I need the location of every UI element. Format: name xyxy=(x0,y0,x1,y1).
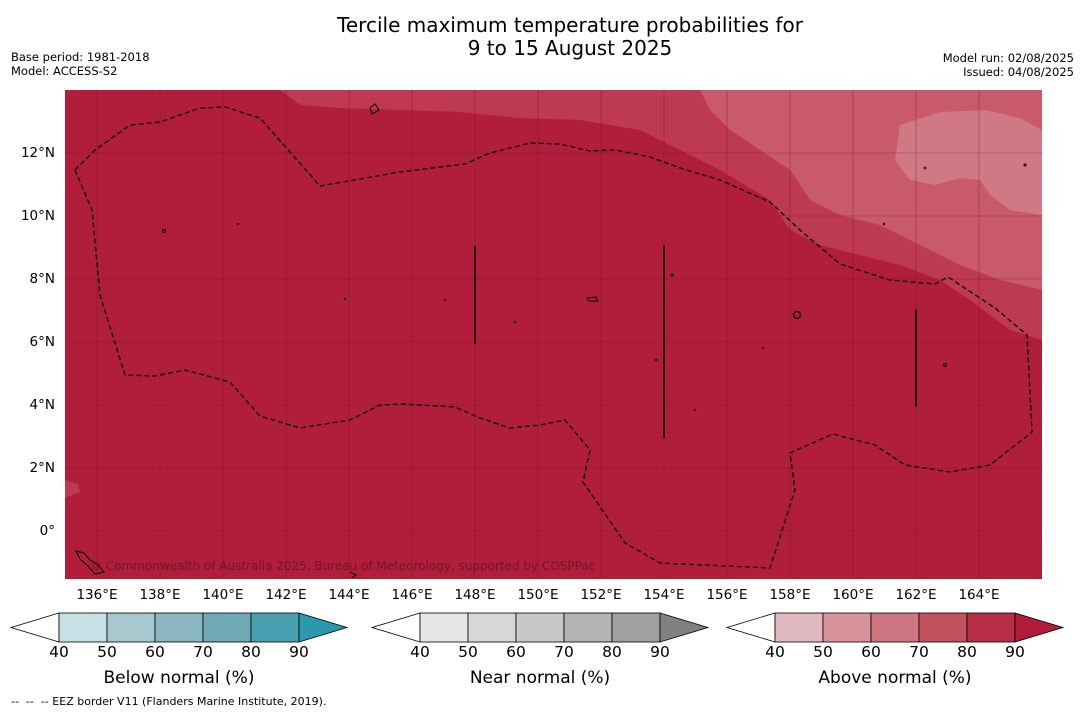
colorbar-tick-label: 50 xyxy=(458,643,478,661)
y-tick-label: 6°N xyxy=(29,334,55,350)
colorbar-above-segment xyxy=(822,612,872,643)
x-tick-label: 136°E xyxy=(76,587,118,603)
colorbar-below-segment xyxy=(106,612,156,643)
x-tick-label: 164°E xyxy=(958,587,1000,603)
colorbar-tick-label: 60 xyxy=(145,643,165,661)
colorbar-near-normal xyxy=(370,612,710,643)
model-run-label: Model run: 02/08/2025 xyxy=(942,51,1074,65)
zone-60-percent xyxy=(895,110,1042,215)
colorbar-title-below-normal: Below normal (%) xyxy=(103,668,255,688)
colorbar-tick-label: 40 xyxy=(49,643,69,661)
x-tick-label: 160°E xyxy=(832,587,874,603)
colorbar-near-segment xyxy=(611,612,661,643)
colorbar-above-segment xyxy=(870,612,920,643)
colorbar-below-segment xyxy=(250,612,300,643)
x-tick-label: 152°E xyxy=(580,587,622,603)
model-info: Base period: 1981-2018 Model: ACCESS-S2 xyxy=(11,50,150,78)
colorbar-below-normal xyxy=(9,612,349,643)
colorbar-near-segment xyxy=(467,612,517,643)
eez-border-legend: -- -- -- EEZ border V11 (Flanders Marine… xyxy=(11,695,327,708)
colorbar-tick-label: 40 xyxy=(765,643,785,661)
colorbar-below-segment xyxy=(202,612,252,643)
y-tick-label: 4°N xyxy=(29,397,55,413)
colorbar-tick-label: 80 xyxy=(602,643,622,661)
issued-label: Issued: 04/08/2025 xyxy=(963,64,1074,79)
zone-80-percent-west xyxy=(65,480,80,498)
colorbar-near-min-arrow xyxy=(370,612,421,643)
colorbar-near-segment xyxy=(515,612,565,643)
colorbar-below-max-arrow xyxy=(298,612,349,643)
colorbar-above-normal xyxy=(725,612,1065,643)
x-tick-label: 154°E xyxy=(643,587,685,603)
colorbar-tick-label: 90 xyxy=(650,643,670,661)
island-outlines xyxy=(75,103,1027,579)
colorbar-tick-label: 70 xyxy=(909,643,929,661)
y-tick-label: 0° xyxy=(39,523,55,539)
x-tick-label: 158°E xyxy=(769,587,811,603)
colorbar-near-max-arrow xyxy=(659,612,710,643)
run-info: Model run: 02/08/2025 Issued: 04/08/2025 xyxy=(942,51,1074,79)
colorbar-below-segment xyxy=(58,612,108,643)
map-title-line1: Tercile maximum temperature probabilitie… xyxy=(337,13,803,37)
colorbar-above-segment xyxy=(918,612,968,643)
copyright-notice: © Commonwealth of Australia 2025, Bureau… xyxy=(90,559,596,573)
colorbar-above-segment xyxy=(774,612,824,643)
map-title: Tercile maximum temperature probabilitie… xyxy=(0,14,1085,60)
map-title-line2: 9 to 15 August 2025 xyxy=(467,36,673,60)
x-tick-label: 162°E xyxy=(895,587,937,603)
base-period-label: Base period: 1981-2018 xyxy=(11,50,150,64)
x-tick-label: 138°E xyxy=(139,587,181,603)
colorbar-tick-label: 80 xyxy=(241,643,261,661)
colorbar-tick-label: 60 xyxy=(506,643,526,661)
x-tick-label: 150°E xyxy=(517,587,559,603)
y-tick-label: 12°N xyxy=(20,145,55,161)
colorbar-tick-label: 80 xyxy=(957,643,977,661)
y-tick-label: 8°N xyxy=(29,271,55,287)
y-tick-label: 10°N xyxy=(20,208,55,224)
colorbar-title-above-normal: Above normal (%) xyxy=(818,668,972,688)
colorbar-tick-label: 40 xyxy=(410,643,430,661)
colorbar-tick-label: 90 xyxy=(1005,643,1025,661)
colorbar-tick-label: 50 xyxy=(97,643,117,661)
colorbar-near-segment xyxy=(419,612,469,643)
graticule xyxy=(65,90,1042,579)
colorbar-above-max-arrow xyxy=(1014,612,1065,643)
colorbar-tick-label: 60 xyxy=(861,643,881,661)
y-tick-label: 2°N xyxy=(29,460,55,476)
x-tick-label: 140°E xyxy=(202,587,244,603)
colorbar-tick-label: 50 xyxy=(813,643,833,661)
colorbar-tick-label: 70 xyxy=(554,643,574,661)
colorbar-above-min-arrow xyxy=(725,612,776,643)
x-tick-label: 156°E xyxy=(706,587,748,603)
colorbar-near-segment xyxy=(563,612,613,643)
colorbar-below-min-arrow xyxy=(9,612,60,643)
x-tick-label: 142°E xyxy=(265,587,307,603)
model-name-label: Model: ACCESS-S2 xyxy=(11,63,118,78)
x-tick-label: 144°E xyxy=(328,587,370,603)
colorbar-above-segment xyxy=(966,612,1016,643)
x-tick-label: 148°E xyxy=(454,587,496,603)
colorbar-tick-label: 70 xyxy=(193,643,213,661)
colorbar-title-near-normal: Near normal (%) xyxy=(469,668,611,688)
x-tick-label: 146°E xyxy=(391,587,433,603)
eez-border xyxy=(74,106,1033,569)
colorbar-below-segment xyxy=(154,612,204,643)
colorbar-tick-label: 90 xyxy=(289,643,309,661)
